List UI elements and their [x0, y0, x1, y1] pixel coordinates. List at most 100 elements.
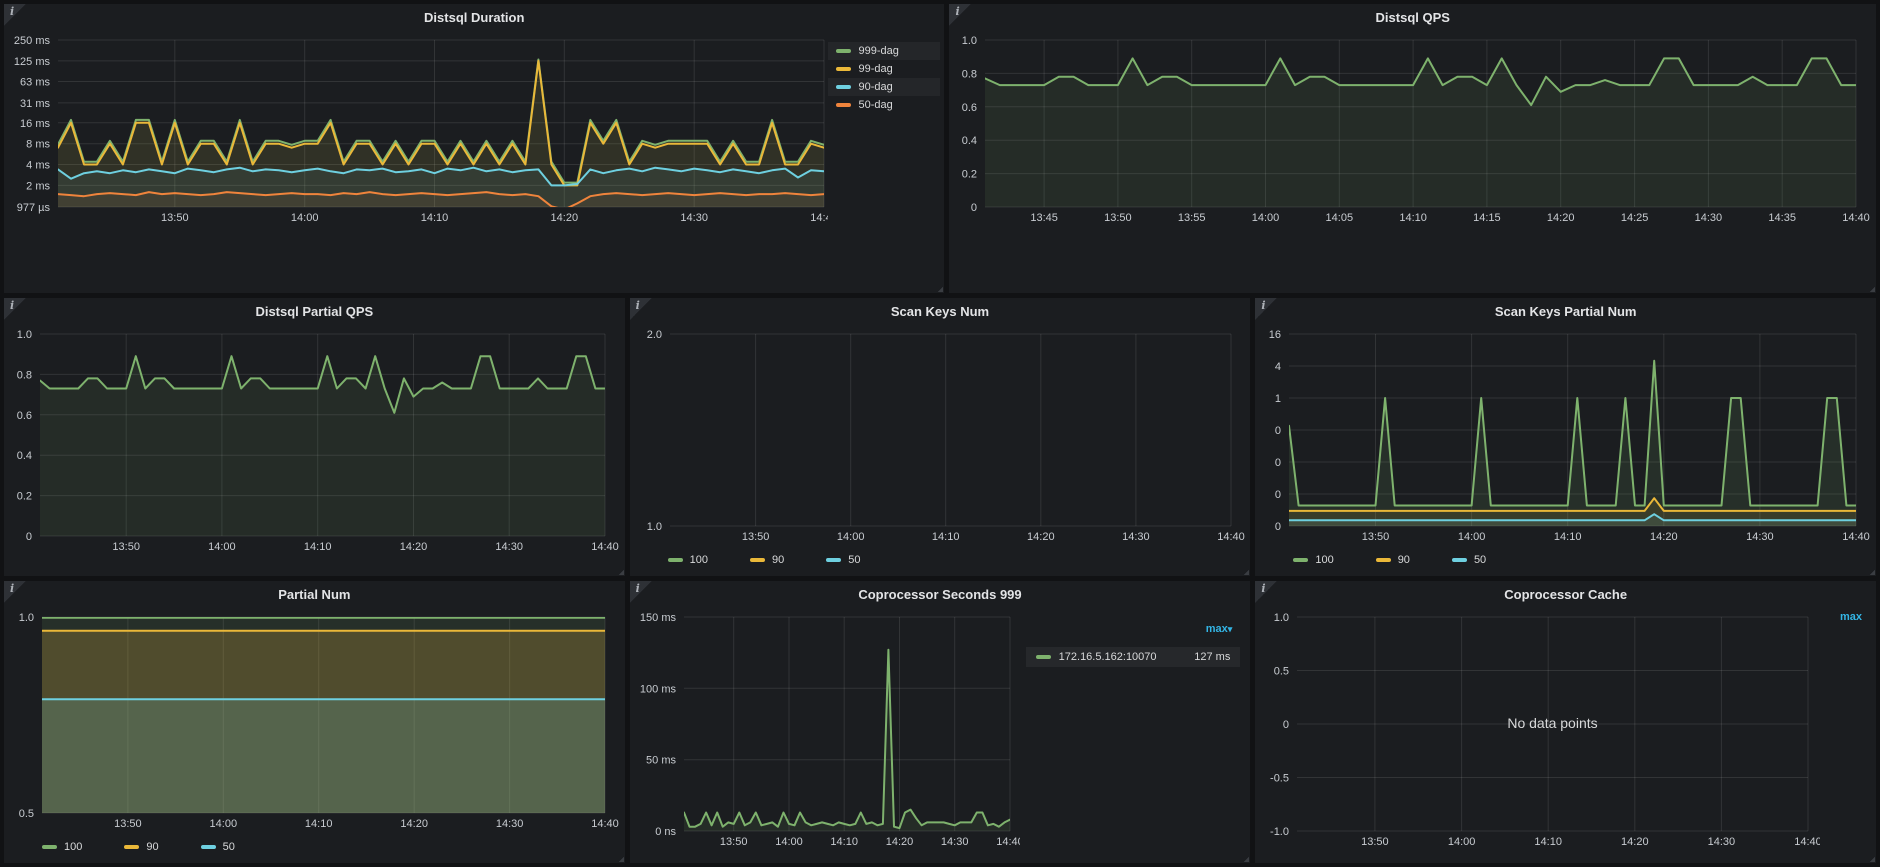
panel-scan-keys-partial-num: i Scan Keys Partial Num 1641000013:5014:…	[1255, 298, 1876, 576]
svg-text:13:50: 13:50	[720, 836, 748, 848]
legend-item[interactable]: 50	[193, 838, 243, 856]
svg-text:13:50: 13:50	[1361, 836, 1389, 848]
svg-text:13:50: 13:50	[112, 541, 140, 553]
time-series-chart[interactable]: 1.00.50-0.5-1.013:5014:0014:1014:2014:30…	[1259, 609, 1820, 851]
panel-resize-handle[interactable]	[1240, 566, 1249, 575]
legend-item[interactable]: 90	[116, 838, 166, 856]
svg-text:-0.5: -0.5	[1270, 773, 1289, 785]
panel-info-icon[interactable]: i	[630, 298, 652, 320]
svg-text:14:40: 14:40	[591, 818, 619, 830]
time-series-chart[interactable]: 150 ms100 ms50 ms0 ns13:5014:0014:1014:2…	[634, 609, 1020, 851]
legend-max-value: 127 ms	[1194, 651, 1230, 663]
svg-text:2.0: 2.0	[646, 329, 661, 341]
panel-resize-handle[interactable]	[1866, 566, 1875, 575]
legend-item[interactable]: 999-dag	[828, 42, 940, 60]
panel-title[interactable]: Scan Keys Num	[630, 298, 1251, 324]
svg-text:13:50: 13:50	[741, 531, 769, 543]
panel-title[interactable]: Distsql Duration	[4, 4, 944, 30]
panel-title[interactable]: Coprocessor Seconds 999	[630, 581, 1251, 607]
legend-label: 90	[772, 554, 784, 566]
svg-text:14:40: 14:40	[996, 836, 1020, 848]
legend-item[interactable]: 90	[1368, 551, 1418, 569]
panel-info-icon[interactable]: i	[4, 4, 26, 26]
legend-stat-selector[interactable]: max▾	[1026, 623, 1241, 635]
series-color-dash	[201, 845, 216, 849]
svg-text:14:00: 14:00	[208, 541, 236, 553]
legend-label: 50	[848, 554, 860, 566]
panel-info-icon[interactable]: i	[4, 581, 26, 603]
legend-item[interactable]: 90-dag	[828, 78, 940, 96]
panel-resize-handle[interactable]	[615, 853, 624, 862]
svg-text:14:20: 14:20	[1650, 531, 1678, 543]
svg-text:0: 0	[1275, 489, 1281, 501]
legend-stat-selector[interactable]: max	[1840, 611, 1862, 623]
svg-text:977 µs: 977 µs	[17, 202, 51, 214]
svg-text:14:00: 14:00	[837, 531, 865, 543]
panel-title[interactable]: Coprocessor Cache	[1255, 581, 1876, 607]
svg-text:14:35: 14:35	[1769, 212, 1797, 224]
svg-text:0.2: 0.2	[962, 169, 977, 181]
svg-text:14:00: 14:00	[210, 818, 238, 830]
time-series-chart[interactable]: 2.01.013:5014:0014:1014:2014:3014:40	[634, 326, 1247, 546]
series-color-dash	[1036, 655, 1051, 659]
svg-text:14:30: 14:30	[1708, 836, 1736, 848]
svg-text:0.5: 0.5	[19, 808, 34, 820]
caret-down-icon: ▾	[1228, 624, 1233, 634]
time-series-chart[interactable]: 1641000013:5014:0014:1014:2014:3014:40	[1259, 326, 1872, 546]
legend-item[interactable]: 100	[660, 551, 716, 569]
time-series-chart[interactable]: 250 ms125 ms63 ms31 ms16 ms8 ms4 ms2 ms9…	[8, 32, 828, 227]
svg-text:14:10: 14:10	[1554, 531, 1582, 543]
legend-item[interactable]: 50	[818, 551, 868, 569]
panel-body: 150 ms100 ms50 ms0 ns13:5014:0014:1014:2…	[634, 609, 1247, 851]
legend-item[interactable]: 100	[1285, 551, 1341, 569]
dashboard-row-1: i Distsql Duration 250 ms125 ms63 ms31 m…	[4, 4, 1876, 293]
svg-text:0 ns: 0 ns	[655, 826, 676, 838]
legend-item[interactable]: 172.16.5.162:10070 127 ms	[1026, 647, 1241, 667]
svg-text:8 ms: 8 ms	[26, 139, 50, 151]
svg-text:14:10: 14:10	[421, 212, 449, 224]
legend-item[interactable]: 50	[1444, 551, 1494, 569]
svg-text:1.0: 1.0	[962, 35, 977, 47]
panel-title[interactable]: Scan Keys Partial Num	[1255, 298, 1876, 324]
series-color-dash	[1376, 558, 1391, 562]
svg-text:0.8: 0.8	[17, 369, 32, 381]
panel-info-icon[interactable]: i	[1255, 581, 1277, 603]
panel-resize-handle[interactable]	[1866, 853, 1875, 862]
panel-title[interactable]: Partial Num	[4, 581, 625, 607]
panel-title[interactable]: Distsql QPS	[949, 4, 1876, 30]
panel-title[interactable]: Distsql Partial QPS	[4, 298, 625, 324]
time-series-chart[interactable]: 1.00.513:5014:0014:1014:2014:3014:40	[8, 609, 621, 833]
legend-item[interactable]: 99-dag	[828, 60, 940, 78]
svg-text:14:30: 14:30	[1695, 212, 1723, 224]
svg-text:-1.0: -1.0	[1270, 826, 1289, 838]
panel-resize-handle[interactable]	[1240, 853, 1249, 862]
legend-item[interactable]: 90	[742, 551, 792, 569]
panel-info-icon[interactable]: i	[630, 581, 652, 603]
svg-text:14:40: 14:40	[591, 541, 619, 553]
legend-label: 50-dag	[858, 99, 892, 111]
time-series-chart[interactable]: 1.00.80.60.40.2013:5014:0014:1014:2014:3…	[8, 326, 621, 556]
legend-label: 90-dag	[858, 81, 892, 93]
svg-text:14:40: 14:40	[1795, 836, 1821, 848]
svg-text:13:50: 13:50	[1362, 531, 1390, 543]
svg-text:0.4: 0.4	[962, 135, 977, 147]
legend-gutter	[1820, 609, 1872, 851]
svg-text:0: 0	[1275, 521, 1281, 533]
panel-resize-handle[interactable]	[615, 566, 624, 575]
legend-item[interactable]: 50-dag	[828, 96, 940, 114]
svg-text:14:10: 14:10	[830, 836, 858, 848]
panel-info-icon[interactable]: i	[949, 4, 971, 26]
panel-resize-handle[interactable]	[934, 283, 943, 292]
svg-text:14:10: 14:10	[304, 541, 332, 553]
svg-text:14:00: 14:00	[1458, 531, 1486, 543]
panel-info-icon[interactable]: i	[4, 298, 26, 320]
svg-text:14:40: 14:40	[1843, 212, 1871, 224]
svg-text:13:50: 13:50	[1105, 212, 1133, 224]
time-series-chart[interactable]: 1.00.80.60.40.2013:4513:5013:5514:0014:0…	[953, 32, 1872, 227]
legend-item[interactable]: 100	[34, 838, 90, 856]
svg-text:14:05: 14:05	[1326, 212, 1354, 224]
panel-info-icon[interactable]: i	[1255, 298, 1277, 320]
panel-resize-handle[interactable]	[1866, 283, 1875, 292]
legend-label: 99-dag	[858, 63, 892, 75]
series-color-dash	[124, 845, 139, 849]
